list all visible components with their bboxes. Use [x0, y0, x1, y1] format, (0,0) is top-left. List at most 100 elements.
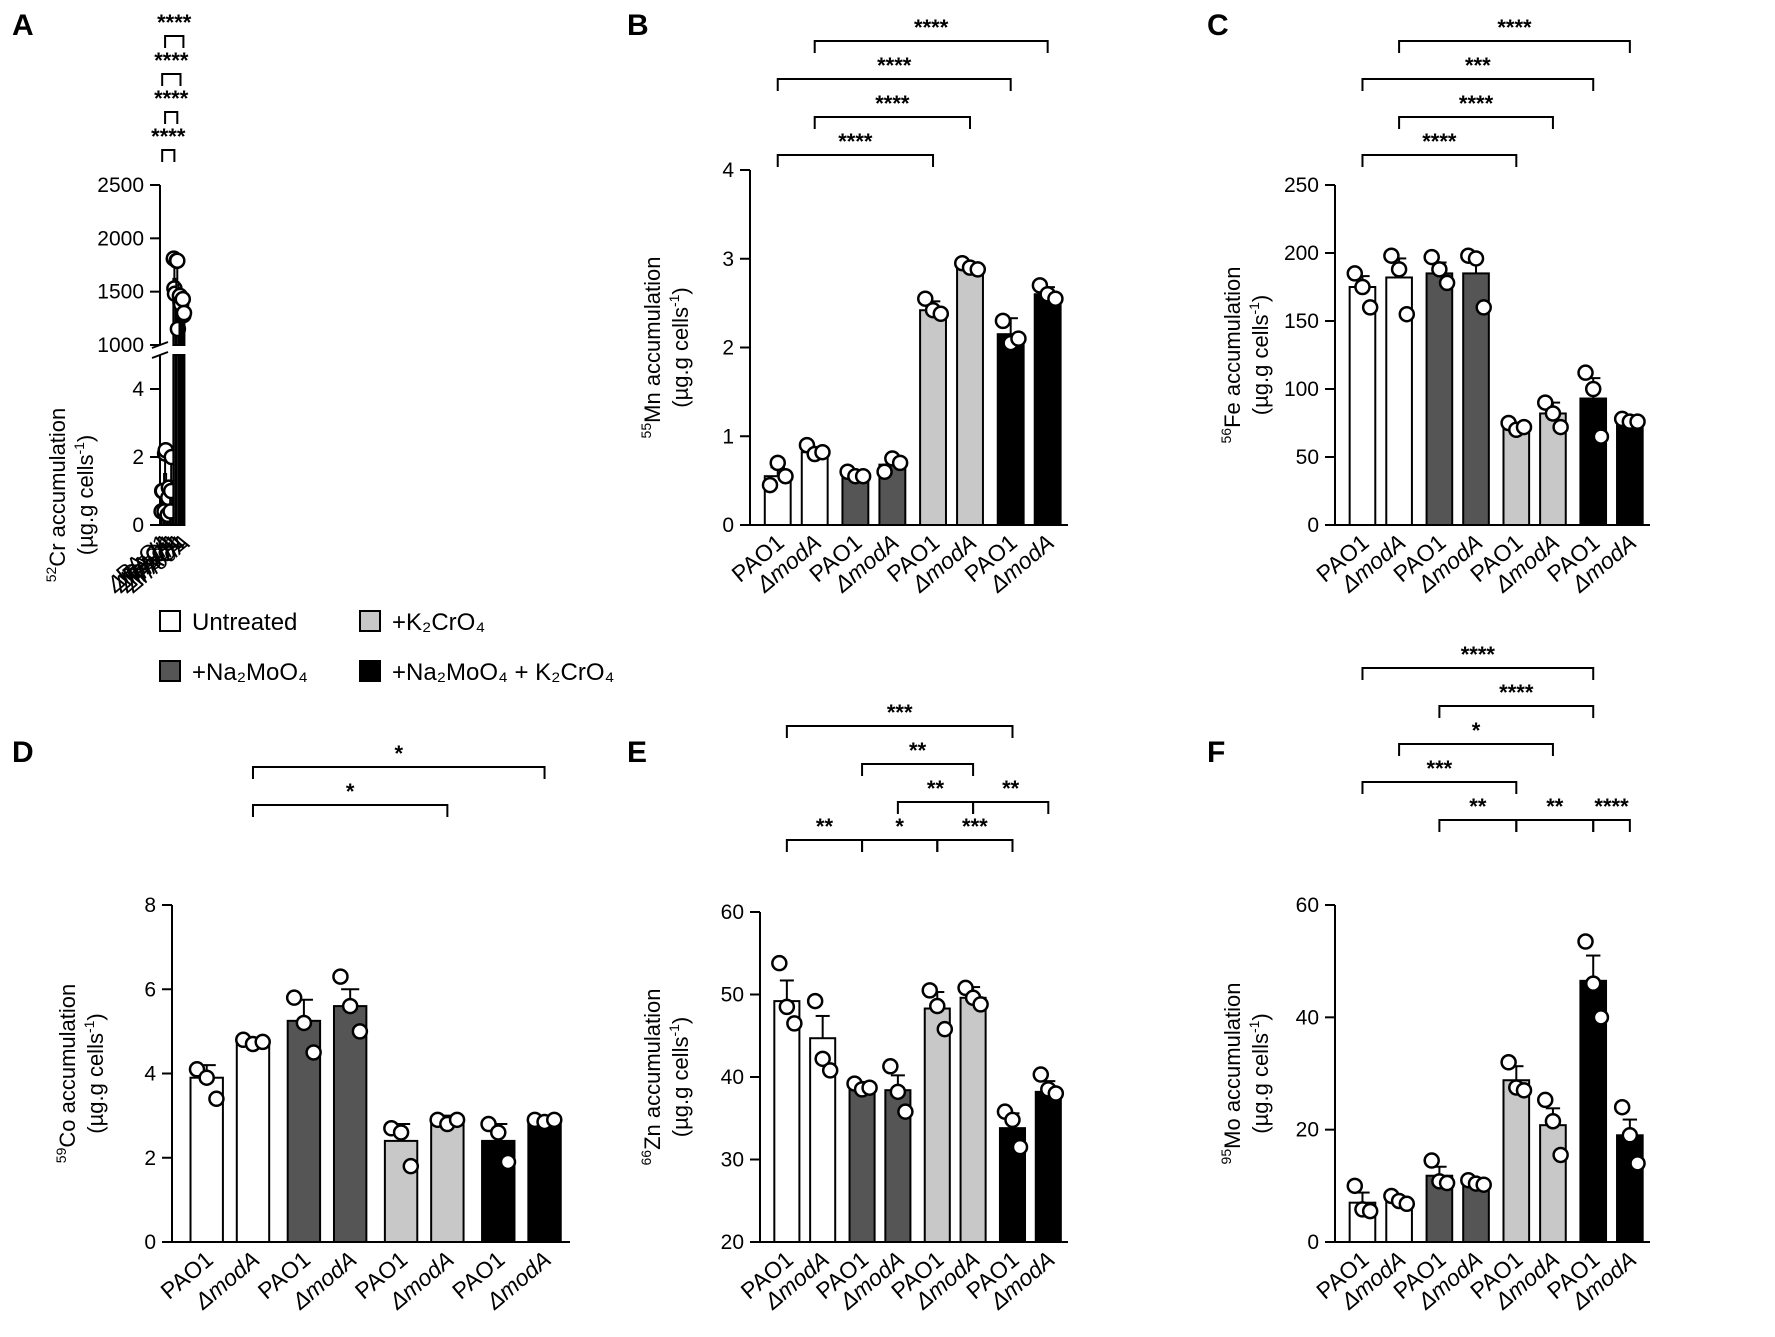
bar — [1502, 1079, 1531, 1243]
data-point — [1515, 418, 1533, 436]
panel-letter: D — [12, 736, 34, 769]
y-tick-label: 0 — [1307, 1231, 1319, 1254]
bar — [919, 309, 947, 526]
data-point — [1361, 1202, 1379, 1220]
data-point — [1346, 265, 1364, 282]
significance-label: **** — [1594, 794, 1629, 819]
significance-bracket — [1398, 743, 1554, 756]
bar — [923, 1007, 951, 1244]
bar-group — [876, 450, 909, 526]
data-point — [1613, 1098, 1631, 1116]
data-point — [1544, 1112, 1562, 1130]
bar — [959, 996, 987, 1243]
data-point — [1438, 1174, 1456, 1192]
y-tick-label: 4 — [132, 378, 144, 401]
y-tick-label: 2500 — [97, 174, 144, 197]
significance-bracket — [164, 111, 179, 124]
data-point — [1592, 1009, 1610, 1026]
bar-group — [1536, 1091, 1569, 1244]
significance-bracket — [896, 801, 975, 814]
bar — [1034, 1090, 1062, 1243]
bar — [383, 1139, 419, 1244]
y-axis-label-line1: 66Zn accumulation — [638, 988, 665, 1165]
legend-label: +Na₂MoO₄ — [192, 659, 308, 686]
significance-label: **** — [914, 15, 949, 40]
bar — [1616, 1134, 1644, 1243]
y-tick-label: 200 — [1284, 242, 1319, 265]
significance-brackets: ** ** **************** — [1361, 642, 1631, 832]
significance-bracket — [1592, 819, 1631, 832]
y-tick-label: 3 — [722, 248, 734, 271]
y-axis: 0 2 4 1000 1500 2000 2500 — [97, 174, 185, 537]
significance-brackets: *************** — [785, 700, 1050, 852]
bar-group — [1460, 247, 1492, 526]
bar-group — [1460, 1171, 1492, 1244]
data-point — [332, 968, 349, 985]
unit-superscript: -1 — [81, 1020, 97, 1033]
data-point — [295, 1014, 313, 1032]
y-tick-label: 0 — [722, 514, 734, 537]
bar-group — [1577, 933, 1610, 1243]
significance-label: * — [1472, 718, 1481, 743]
bar-group — [994, 312, 1027, 526]
significance-label: ** — [816, 814, 834, 839]
panel-letter: C — [1207, 9, 1229, 42]
bar — [332, 1005, 368, 1243]
data-point — [546, 1111, 563, 1129]
bar — [848, 1085, 876, 1244]
bar-group — [1423, 1152, 1456, 1244]
significance-bracket — [776, 78, 1012, 91]
bar-group — [1346, 1177, 1379, 1244]
data-point — [1047, 1085, 1065, 1102]
data-point — [499, 1153, 517, 1171]
data-point — [1552, 418, 1569, 436]
y-axis-label-line2: (µg.g cells-1) — [1246, 295, 1273, 416]
bar-group — [285, 989, 322, 1243]
panel-letter: B — [627, 9, 649, 42]
data-point — [972, 996, 989, 1013]
bar-group — [188, 1061, 225, 1244]
data-point — [1438, 274, 1456, 292]
unit-superscript: -1 — [1246, 1020, 1262, 1033]
panel-letter: F — [1207, 736, 1225, 769]
isotope-superscript: 66 — [638, 1150, 654, 1166]
significance-label: **** — [151, 124, 186, 149]
significance-label: * — [346, 779, 355, 804]
element-symbol: Mo — [1220, 1118, 1245, 1149]
y-axis-label-line2: (µg.g cells-1) — [666, 1017, 693, 1138]
bar-group — [1536, 394, 1569, 527]
label-word: accumulation — [55, 984, 80, 1120]
data-point — [254, 1033, 271, 1051]
significance-bracket — [1438, 819, 1518, 832]
data-point — [814, 1050, 831, 1068]
label-close: ) — [83, 1013, 108, 1020]
significance-label: **** — [154, 86, 189, 111]
bar — [1425, 272, 1454, 526]
y-axis-label-line2: (µg.g cells-1) — [71, 435, 98, 556]
element-symbol: Zn — [640, 1124, 665, 1150]
bar-group — [957, 979, 989, 1243]
data-point — [876, 463, 893, 480]
bar — [1033, 293, 1062, 526]
bar-group — [1032, 1066, 1065, 1243]
data-point — [1398, 1195, 1416, 1213]
legend-label: +Na₂MoO₄ + K₂CrO₄ — [392, 659, 614, 686]
data-point — [1515, 1082, 1533, 1099]
element-symbol: Co — [55, 1120, 80, 1148]
significance-label: *** — [887, 700, 913, 725]
bar-group — [921, 982, 954, 1244]
bar-group — [996, 1103, 1029, 1244]
y-tick-label: 150 — [1284, 310, 1319, 333]
unit-superscript: -1 — [71, 442, 87, 455]
y-axis-label-line2: (µg.g cells-1) — [666, 287, 693, 408]
bar — [430, 1120, 465, 1243]
significance-bracket — [161, 149, 176, 162]
data-point — [1423, 1152, 1440, 1169]
data-point — [305, 1044, 322, 1061]
label-close: ) — [1248, 1013, 1273, 1020]
significance-label: **** — [838, 129, 873, 154]
data-point — [1390, 261, 1408, 278]
significance-label: **** — [1497, 15, 1532, 40]
bar-group — [1577, 364, 1610, 526]
